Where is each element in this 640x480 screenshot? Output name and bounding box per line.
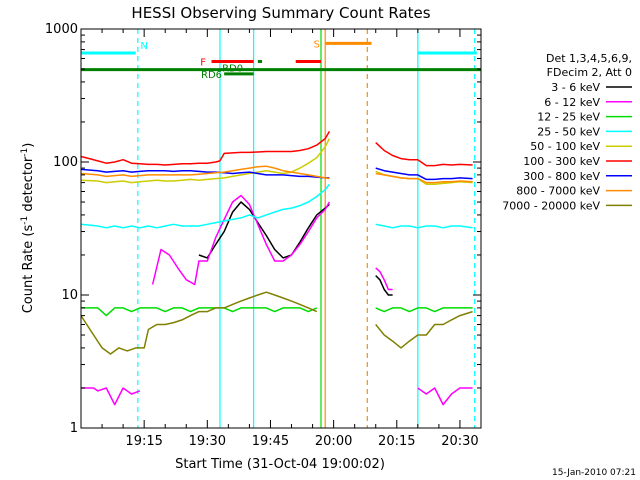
y-tick-label-0: 1 bbox=[70, 421, 78, 436]
series-3-segment-0 bbox=[80, 183, 330, 229]
series-7-segment-1 bbox=[375, 172, 473, 184]
series-8-segment-1 bbox=[375, 310, 473, 349]
y-tick-label-3: 1000 bbox=[45, 22, 78, 37]
flag-label-6: S bbox=[314, 39, 320, 50]
y-tick-label-2: 100 bbox=[53, 155, 78, 170]
plot-area: NFRD0RD6S bbox=[80, 29, 481, 428]
x-tick-label-3: 20:00 bbox=[315, 434, 352, 449]
series-7-segment-0 bbox=[80, 165, 330, 180]
x-axis-label: Start Time (31-Oct-04 19:00:02) bbox=[175, 457, 385, 472]
series-2-segment-1 bbox=[375, 307, 473, 313]
series-5-segment-0 bbox=[80, 131, 331, 166]
x-tick-label-5: 20:30 bbox=[441, 434, 478, 449]
legend-label-0: 3 - 6 keV bbox=[551, 81, 600, 94]
plot-frame bbox=[80, 28, 482, 429]
series-8-segment-0 bbox=[80, 291, 318, 355]
legend-label-5: 100 - 300 keV bbox=[523, 155, 600, 168]
x-tick-label-1: 19:30 bbox=[189, 434, 226, 449]
x-tick-label-2: 19:45 bbox=[252, 434, 289, 449]
y-tick-label-1: 10 bbox=[61, 288, 78, 303]
axes: 1 10 100 1000 19:15 19:30 19:45 20:00 20:15 20:30 bbox=[45, 22, 481, 449]
y-axis-label-part3: ) bbox=[21, 143, 36, 148]
flag-label-5: RD6 bbox=[201, 70, 222, 81]
legend-label-8: 7000 - 20000 keV bbox=[502, 199, 600, 212]
legend-label-3: 25 - 50 keV bbox=[537, 125, 600, 138]
timestamp: 15-Jan-2010 07:21 bbox=[552, 468, 636, 478]
series-1-segment-2 bbox=[375, 267, 393, 291]
y-axis-label: Count Rate (s-1 detector-1) bbox=[20, 143, 36, 314]
series-5-segment-1 bbox=[375, 142, 473, 167]
series-3-segment-1 bbox=[375, 223, 473, 229]
legend-label-1: 6 - 12 keV bbox=[544, 96, 600, 109]
flag-label-0: N bbox=[140, 41, 147, 52]
series-4-segment-0 bbox=[80, 138, 331, 184]
y-axis-label-part1: Count Rate (s bbox=[21, 225, 36, 314]
series-2-segment-0 bbox=[81, 307, 318, 317]
legend-header-0: Det 1,3,4,5,6,9, bbox=[546, 52, 632, 65]
series-6-segment-1 bbox=[375, 167, 473, 181]
series-1-segment-3 bbox=[417, 387, 473, 406]
legend-label-6: 300 - 800 keV bbox=[523, 170, 600, 183]
series-0-segment-1 bbox=[375, 275, 393, 296]
series-0-segment-0 bbox=[198, 201, 330, 259]
series-1-segment-1 bbox=[151, 194, 331, 286]
x-tick-label-0: 19:15 bbox=[125, 434, 162, 449]
flag-label-2: F bbox=[200, 57, 206, 68]
y-axis-label-sup2: -1 bbox=[20, 148, 30, 157]
legend-header-1: FDecim 2, Att 0 bbox=[547, 66, 632, 79]
legend-label-7: 800 - 7000 keV bbox=[516, 185, 600, 198]
series-1-segment-0 bbox=[81, 387, 141, 406]
legend-label-4: 50 - 100 keV bbox=[530, 140, 600, 153]
x-tick-label-4: 20:15 bbox=[378, 434, 415, 449]
y-axis-label-sup1: -1 bbox=[20, 216, 30, 225]
y-axis-label-part2: detector bbox=[21, 156, 36, 216]
legend-label-2: 12 - 25 keV bbox=[537, 111, 600, 124]
chart-title: HESSI Observing Summary Count Rates bbox=[131, 4, 430, 22]
legend: Det 1,3,4,5,6,9,FDecim 2, Att 0 3 - 6 keV… bbox=[502, 52, 632, 212]
series-6-segment-0 bbox=[80, 168, 330, 179]
